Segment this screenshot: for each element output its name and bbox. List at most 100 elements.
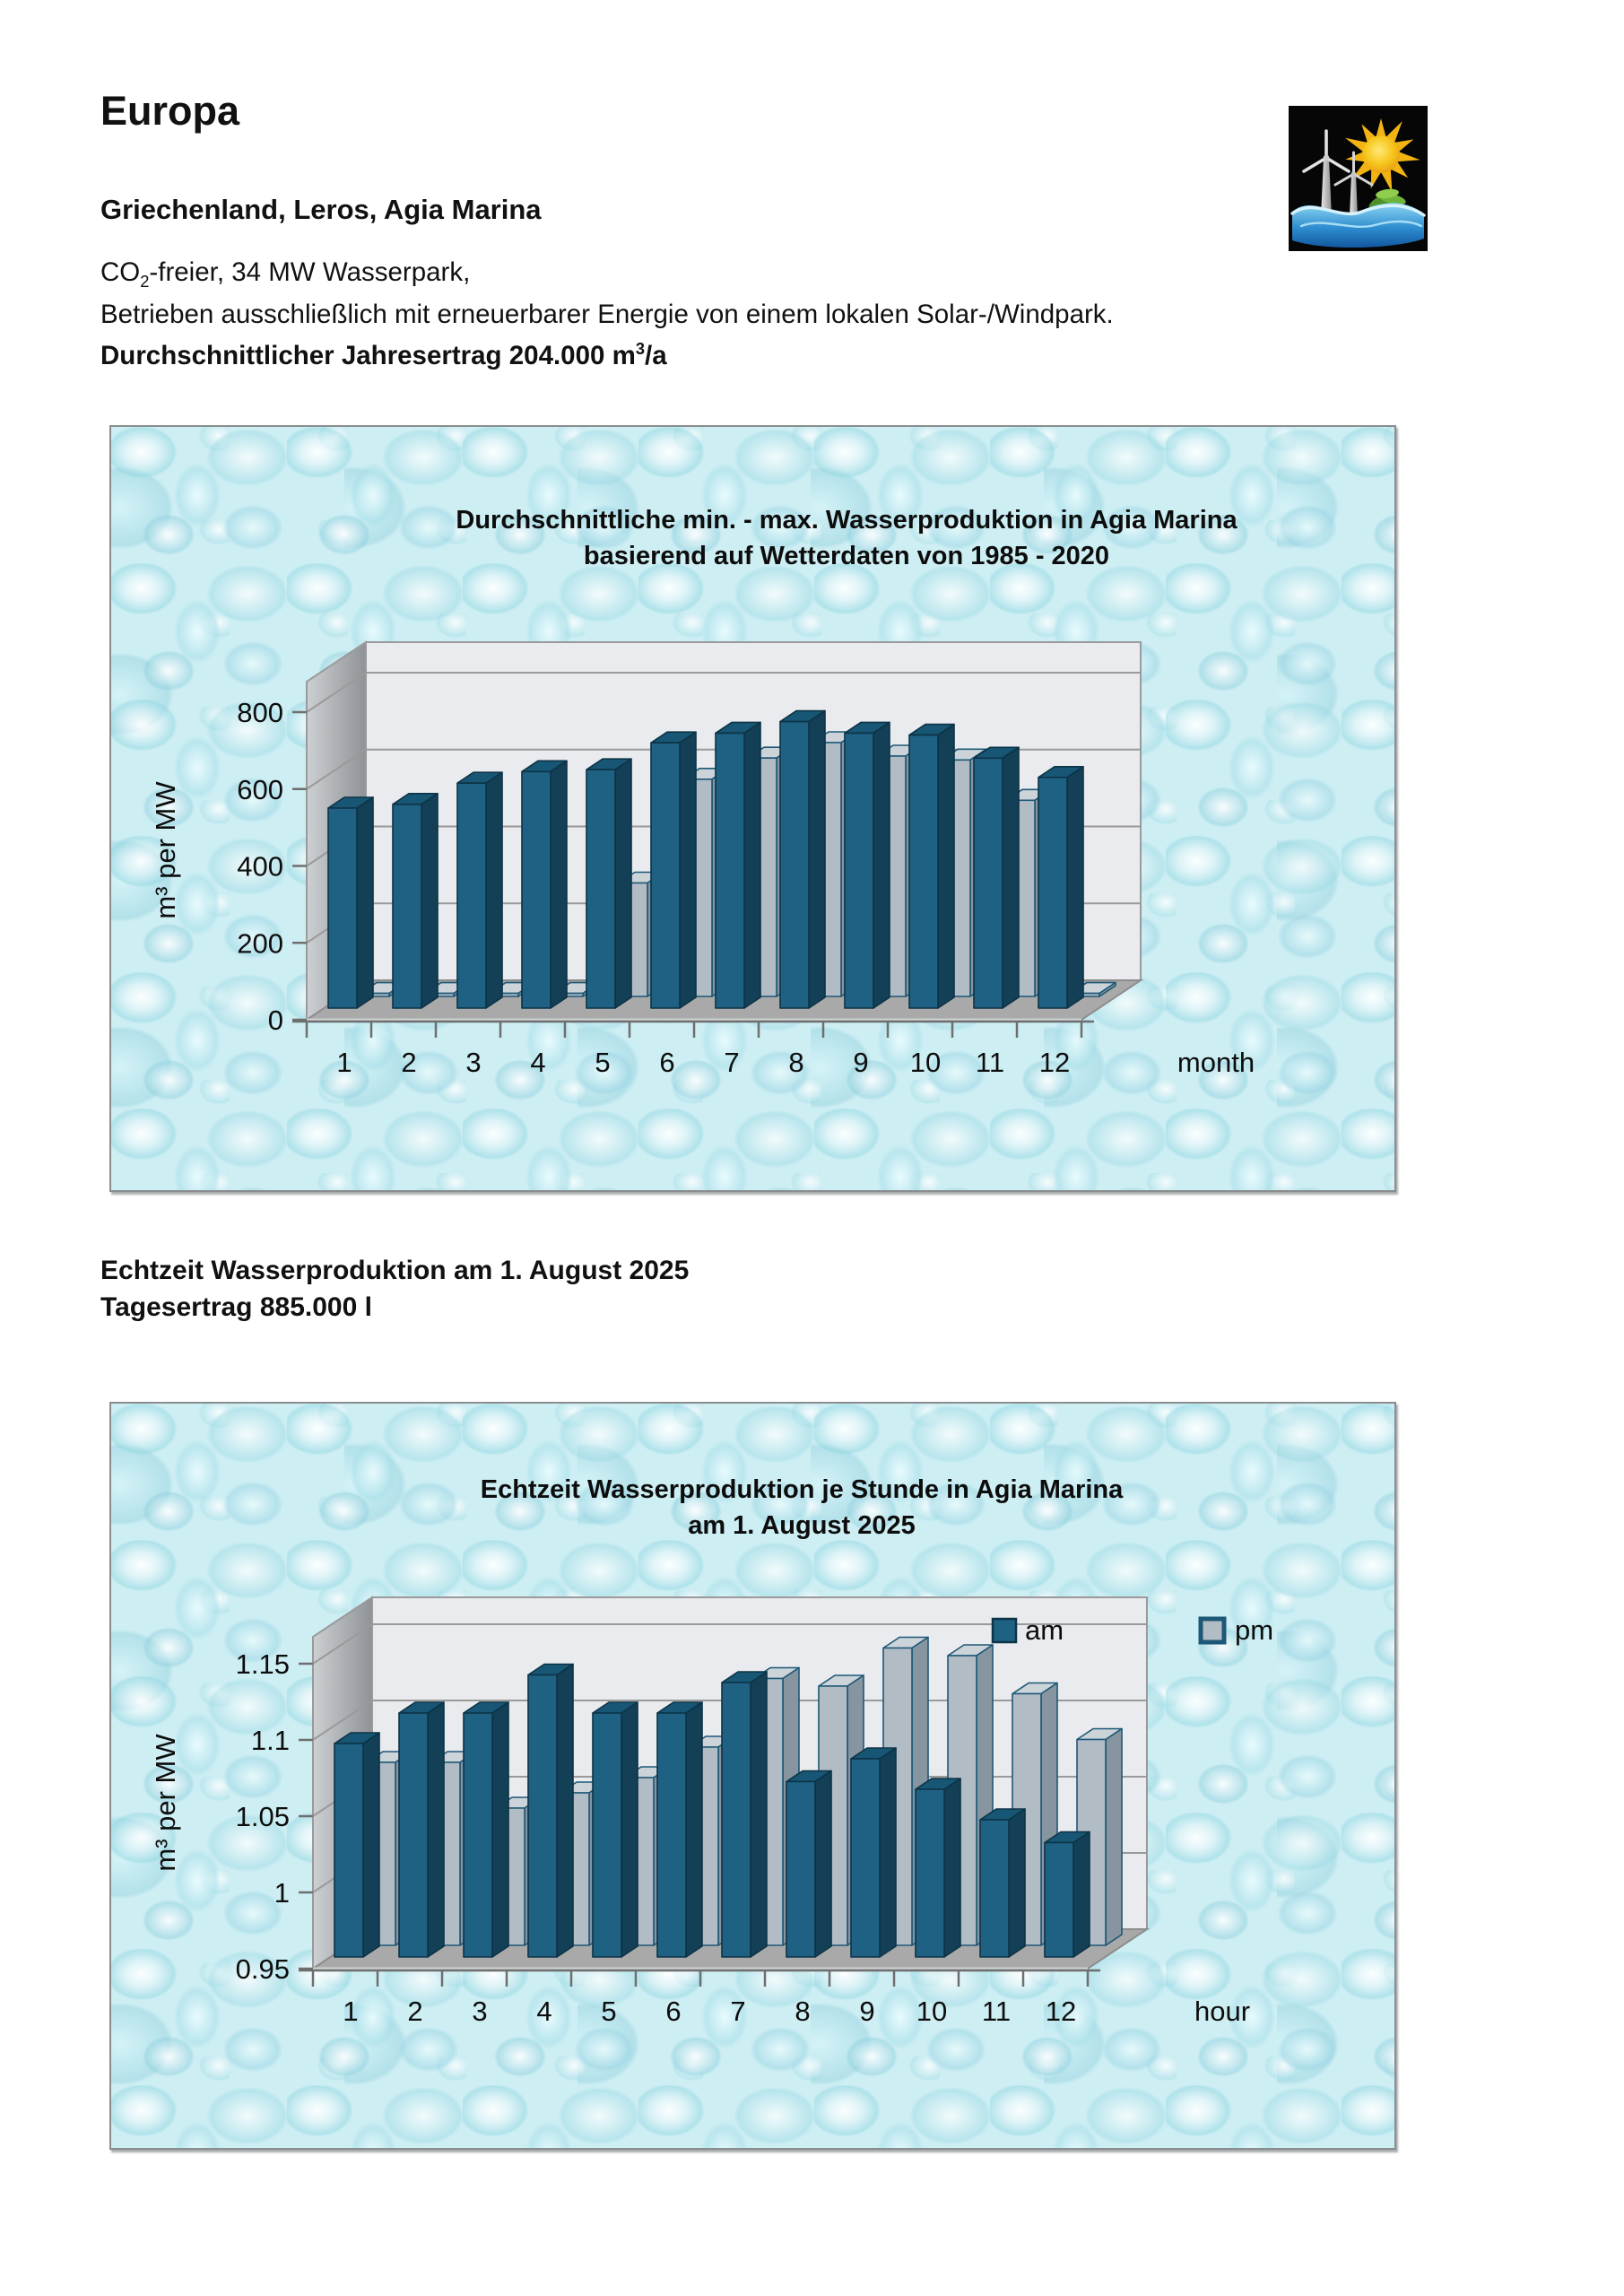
bar-am-10 — [915, 1778, 961, 1958]
bar-front-face — [1038, 776, 1068, 1009]
bar-front-face — [979, 1819, 1010, 1958]
bar-side-face — [1073, 1831, 1090, 1958]
bar-side-face — [814, 1770, 832, 1958]
bar-side-face — [1008, 1808, 1026, 1958]
logo — [1289, 106, 1428, 251]
x-tick-label: 8 — [788, 1047, 803, 1078]
x-tick-label: 7 — [730, 1996, 745, 2027]
bar-side-face — [873, 721, 890, 1009]
bar-max-9 — [844, 721, 890, 1009]
x-tick-label: 2 — [401, 1047, 416, 1078]
bar-front-face — [398, 1712, 429, 1958]
bar-front-face — [656, 1712, 687, 1958]
bar-front-face — [844, 732, 874, 1009]
bar-front-face — [392, 803, 422, 1009]
bar-front-face — [721, 1682, 751, 1958]
gridline-side — [306, 748, 367, 790]
bar-side-face — [743, 721, 761, 1009]
bar-front-face — [908, 734, 939, 1009]
bar-side-face — [491, 1701, 509, 1958]
bar-side-face — [550, 760, 568, 1009]
x-tick-label: 10 — [916, 1996, 947, 2027]
bar-side-face — [1105, 1727, 1123, 1946]
desc-line-2: Betrieben ausschließlich mit erneuerbare… — [100, 300, 1114, 330]
bar-max-1 — [327, 796, 374, 1009]
bar-front-face — [650, 742, 681, 1009]
x-tick-label: 11 — [982, 1996, 1011, 2027]
bar-max-8 — [779, 709, 826, 1009]
bar-max-5 — [586, 758, 632, 1009]
bar-side-face — [685, 1701, 703, 1958]
bar-front-face — [334, 1743, 364, 1958]
bar-side-face — [679, 731, 697, 1009]
bar-max-4 — [521, 760, 568, 1009]
bar-side-face — [556, 1663, 574, 1958]
realtime-heading: Echtzeit Wasserproduktion am 1. August 2… — [100, 1256, 690, 1322]
bar-max-2 — [392, 792, 439, 1009]
x-tick-label: 4 — [536, 1996, 551, 2027]
bar-am-6 — [656, 1701, 703, 1958]
bar-front-face — [1044, 1841, 1074, 1958]
bar-front-face — [973, 757, 1003, 1009]
bar-side-face — [1066, 765, 1084, 1009]
x-tick-label: 4 — [530, 1047, 545, 1078]
bar-front-face — [850, 1758, 881, 1958]
x-tick-label: 8 — [795, 1996, 810, 2027]
bar-am-1 — [334, 1732, 380, 1958]
bar-side-face — [621, 1701, 638, 1958]
bar-max-6 — [650, 731, 697, 1009]
bar-front-face — [715, 732, 745, 1009]
bar-front-face — [527, 1674, 558, 1958]
location-heading: Griechenland, Leros, Agia Marina — [100, 194, 542, 225]
bar-front-face — [592, 1712, 622, 1958]
gridline-side — [306, 672, 367, 713]
bar-front-face — [327, 807, 358, 1009]
bar-side-face — [421, 792, 439, 1009]
bar-max-12 — [1038, 765, 1084, 1009]
gridline-side — [312, 1700, 373, 1741]
bar-side-face — [356, 796, 374, 1009]
bar-front-face — [586, 769, 616, 1009]
bar-front-face — [779, 720, 810, 1009]
y-tick-label: 400 — [237, 851, 283, 883]
bar-side-face — [808, 709, 826, 1009]
y-tick-label: 200 — [237, 927, 283, 959]
chart1-y-axis-label: m³ per MW — [150, 781, 181, 919]
y-tick-label: 800 — [237, 697, 283, 728]
bar-am-3 — [463, 1701, 509, 1958]
chart-panel-hourly: 0.95 1 1.05 1.1 1.15 1 2 3 4 5 6 7 8 9 10 11 12 hour am pm … — [109, 1402, 1396, 2150]
x-tick-label: 9 — [853, 1047, 868, 1078]
x-tick-label: 10 — [910, 1047, 941, 1078]
sun-wind-water-logo-icon — [1289, 106, 1428, 251]
page-title: Europa — [100, 88, 240, 134]
plant-icon — [1368, 188, 1406, 210]
bar-front-face — [463, 1712, 493, 1958]
bar-am-2 — [398, 1701, 445, 1958]
bar-am-12 — [1044, 1831, 1090, 1958]
bar-side-face — [362, 1732, 380, 1958]
bar-side-face — [937, 723, 955, 1009]
bar-front-face — [915, 1788, 945, 1958]
bar-am-4 — [527, 1663, 574, 1958]
y-tick-label: 0 — [268, 1004, 283, 1036]
bar-am-11 — [979, 1808, 1026, 1958]
chart2-title: Echtzeit Wasserproduktion je Stunde in A… — [480, 1475, 1124, 1540]
x-tick-label: 12 — [1039, 1047, 1070, 1078]
x-axis-label: hour — [1194, 1996, 1250, 2027]
bar-front-face — [456, 782, 487, 1009]
x-tick-label: 1 — [343, 1996, 358, 2027]
bar-side-face — [750, 1671, 768, 1958]
bar-side-face — [485, 771, 503, 1009]
bar-am-5 — [592, 1701, 638, 1958]
x-tick-label: 12 — [1046, 1996, 1076, 2027]
wind-turbine-icon — [1302, 129, 1350, 217]
y-tick-label: 0.95 — [236, 1953, 290, 1985]
bar-max-10 — [908, 723, 955, 1009]
legend-swatch-am — [991, 1617, 1018, 1644]
bar-side-face — [943, 1778, 961, 1958]
chart2-y-axis-label: m³ per MW — [150, 1734, 181, 1872]
x-tick-label: 2 — [407, 1996, 422, 2027]
x-tick-label: 6 — [659, 1047, 674, 1078]
x-tick-label: 3 — [472, 1996, 487, 2027]
